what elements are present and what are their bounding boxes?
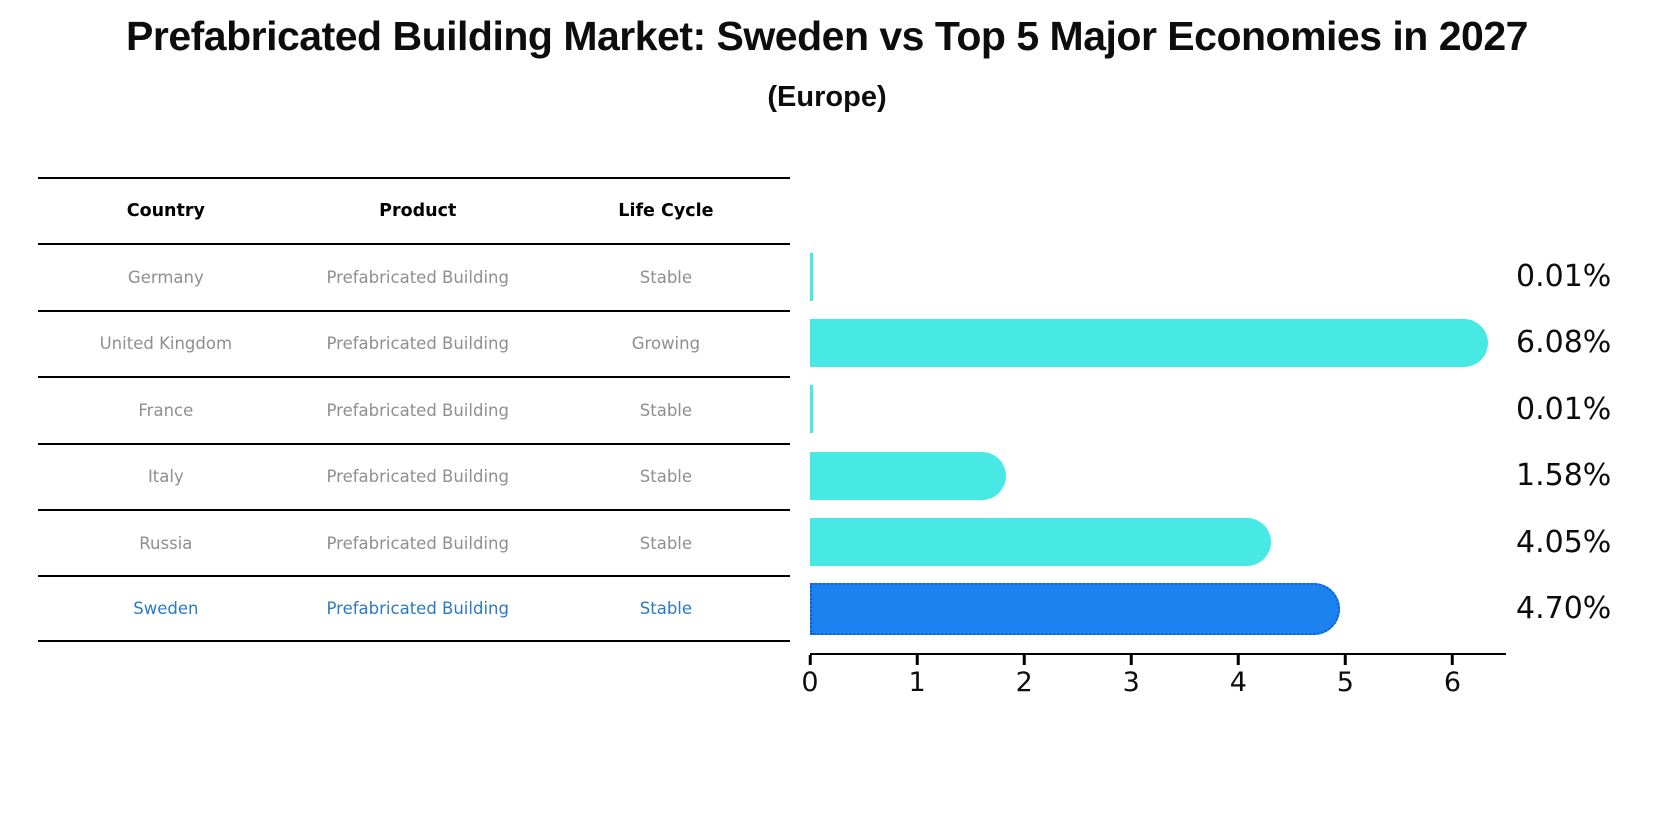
x-axis: 0 1 2 3 4 5 6 [801, 652, 1506, 705]
value-label: 0.01% [1516, 391, 1612, 427]
bar-united-kingdom [810, 318, 1489, 367]
x-axis-tick-6 [1451, 654, 1454, 665]
page-title: Prefabricated Building Market: Sweden vs… [126, 13, 1528, 59]
bar-italy [810, 451, 1007, 500]
table-row-france: France Prefabricated Building Stable [38, 376, 790, 442]
value-label-row-germany: 0.01% [1516, 243, 1654, 309]
value-label: 4.05% [1516, 524, 1612, 560]
bar-row-united-kingdom [810, 310, 1506, 376]
cell-product: Prefabricated Building [326, 400, 509, 420]
value-label: 1.58% [1516, 458, 1612, 494]
x-axis-tick-label-4: 4 [1229, 666, 1247, 698]
column-header-country: Country [126, 201, 205, 222]
chart-header-spacer [810, 177, 1506, 243]
value-label-row-sweden: 4.70% [1516, 575, 1654, 641]
x-axis-tick-label-0: 0 [801, 666, 819, 698]
table-row-russia: Russia Prefabricated Building Stable [38, 508, 790, 575]
column-header-life-cycle: Life Cycle [618, 201, 714, 222]
x-axis-tick-3 [1129, 654, 1133, 665]
cell-country: France [138, 400, 194, 420]
x-axis-tick-label-3: 3 [1122, 666, 1140, 698]
value-label-row-france: 0.01% [1516, 376, 1654, 442]
bar-sweden [810, 582, 1341, 635]
cell-life-cycle: Stable [639, 533, 693, 553]
cell-country[interactable]: Sweden [133, 599, 199, 619]
country-table: Country Product Life Cycle Germany Prefab… [38, 177, 790, 642]
x-axis-tick-4 [1237, 654, 1240, 665]
label-header-spacer [1516, 177, 1654, 243]
cell-product: Prefabricated Building [326, 268, 509, 288]
table-row-italy: Italy Prefabricated Building Stable [38, 442, 790, 509]
cell-product[interactable]: Prefabricated Building [326, 599, 509, 619]
bar-russia [810, 518, 1271, 567]
bar-row-sweden [810, 575, 1506, 641]
x-axis-tick-5 [1344, 654, 1347, 665]
value-label: 6.08% [1516, 325, 1612, 361]
table-row-sweden: Sweden Prefabricated Building Stable [38, 575, 790, 642]
cell-life-cycle: Growing [631, 334, 701, 354]
cell-life-cycle[interactable]: Stable [639, 599, 693, 619]
cell-product: Prefabricated Building [326, 533, 509, 553]
value-label-row-italy: 1.58% [1516, 443, 1654, 509]
cell-country: Italy [147, 467, 184, 487]
x-axis-tick-2 [1022, 654, 1026, 665]
value-label: 4.70% [1516, 591, 1612, 627]
x-axis-tick-label-1: 1 [908, 666, 926, 698]
bar-france [810, 385, 813, 434]
value-label-column: 0.01% 6.08% 0.01% 1.58% 4.05% 4.70% [1506, 177, 1654, 642]
bar-chart: 0 1 2 3 4 5 6 [801, 177, 1506, 705]
value-label-row-united-kingdom: 6.08% [1516, 310, 1654, 376]
cell-life-cycle: Stable [639, 467, 693, 487]
bar-row-russia [810, 509, 1506, 575]
bar-row-france [810, 376, 1506, 442]
x-axis-tick-0 [808, 654, 812, 665]
x-axis-tick-label-2: 2 [1015, 666, 1033, 698]
cell-product: Prefabricated Building [326, 467, 509, 487]
cell-life-cycle: Stable [639, 268, 693, 288]
bar-germany [810, 252, 813, 301]
cell-life-cycle: Stable [639, 400, 693, 420]
cell-product: Prefabricated Building [326, 334, 509, 354]
value-label: 0.01% [1516, 259, 1612, 295]
cell-country: Germany [127, 268, 204, 288]
value-label-row-russia: 4.05% [1516, 509, 1654, 575]
bar-row-germany [810, 243, 1506, 309]
column-header-product: Product [379, 201, 457, 222]
x-axis-tick-label-6: 6 [1443, 666, 1462, 698]
page-subtitle: (Europe) [767, 81, 887, 113]
x-axis-tick-1 [915, 654, 919, 665]
chart-and-table: Country Product Life Cycle Germany Prefab… [0, 177, 1654, 705]
table-row-united-kingdom: United Kingdom Prefabricated Building Grow… [38, 309, 790, 376]
cell-country: United Kingdom [99, 334, 233, 354]
bar-row-italy [810, 443, 1506, 509]
x-axis-tick-label-5: 5 [1336, 666, 1354, 698]
table-header-row: Country Product Life Cycle [38, 177, 790, 243]
table-row-germany: Germany Prefabricated Building Stable [38, 243, 790, 309]
cell-country: Russia [139, 533, 193, 553]
